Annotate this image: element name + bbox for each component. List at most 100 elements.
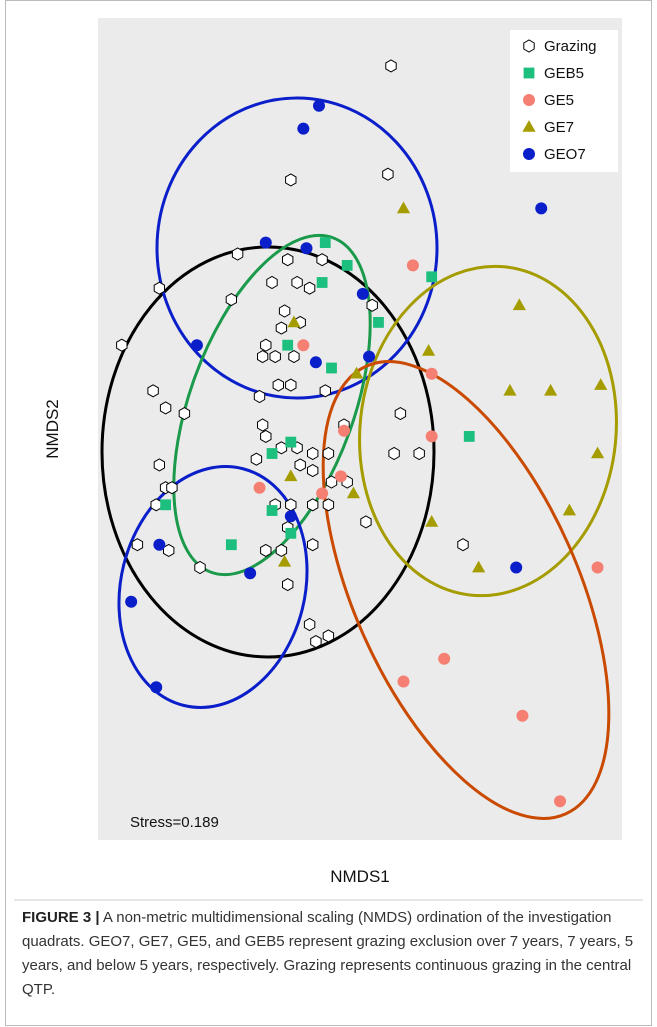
point: [312, 99, 325, 112]
point: [385, 59, 397, 73]
stress-annotation: Stress=0.189: [130, 814, 219, 831]
point: [253, 481, 266, 494]
point: [319, 384, 331, 398]
point: [153, 538, 166, 551]
point: [275, 543, 288, 557]
point: [231, 247, 244, 261]
y-axis-label: NMDS2: [43, 399, 62, 459]
point: [307, 464, 319, 478]
point: [300, 242, 313, 255]
point: [388, 446, 400, 461]
point: [116, 338, 128, 352]
legend-marker: [522, 120, 536, 132]
point: [373, 317, 384, 328]
point: [275, 441, 288, 455]
legend-marker: [523, 67, 535, 79]
point: [269, 350, 281, 364]
point: [178, 407, 191, 421]
legend: Grazing GEB5 GE5 GE7 GEO7: [522, 38, 597, 163]
point: [278, 304, 291, 318]
point: [535, 202, 548, 215]
point: [260, 543, 272, 557]
point: [284, 469, 298, 482]
point: [297, 122, 310, 135]
point: [272, 378, 284, 392]
point: [150, 681, 163, 694]
point: [425, 367, 438, 380]
point: [322, 446, 335, 461]
point: [250, 452, 263, 466]
point: [406, 259, 419, 272]
point: [257, 418, 269, 432]
point: [225, 293, 237, 307]
point: [421, 344, 436, 356]
point: [457, 538, 469, 552]
point: [131, 538, 144, 552]
figure-border: [5, 0, 652, 1026]
points: [116, 59, 608, 808]
point: [562, 503, 577, 516]
point: [282, 578, 294, 592]
point: [326, 362, 337, 374]
point: [319, 237, 331, 248]
point: [307, 538, 319, 552]
point: [287, 315, 301, 328]
point: [194, 560, 206, 575]
point: [153, 281, 165, 295]
point: [346, 486, 361, 499]
point: [503, 383, 517, 396]
caption-text: A non-metric multidimensional scaling (N…: [22, 909, 634, 998]
point: [150, 498, 162, 512]
point: [516, 709, 529, 722]
ellipse-geo7-small: [117, 465, 309, 709]
point: [125, 595, 138, 608]
point: [259, 236, 272, 249]
point: [310, 635, 322, 649]
point: [253, 389, 266, 404]
point: [594, 378, 608, 390]
point: [285, 436, 297, 448]
point: [285, 498, 297, 512]
point: [284, 510, 297, 523]
point: [159, 401, 172, 415]
point: [307, 498, 319, 512]
point: [166, 481, 178, 495]
point: [438, 652, 451, 665]
point: [510, 561, 523, 574]
point: [394, 407, 407, 421]
caption-label: FIGURE 3 |: [22, 909, 100, 926]
point: [291, 275, 303, 290]
ellipse-geo7: [155, 96, 439, 400]
point: [591, 561, 604, 574]
point: [266, 505, 278, 516]
point: [225, 539, 237, 551]
point: [260, 338, 272, 352]
point: [285, 173, 297, 187]
point: [425, 430, 438, 443]
point: [297, 339, 310, 352]
legend-label: GEO7: [544, 146, 586, 163]
point: [341, 259, 353, 271]
point: [590, 446, 605, 459]
point: [338, 424, 351, 437]
caption: FIGURE 3 | A non-metric multidimensional…: [22, 906, 637, 1002]
point: [266, 275, 278, 290]
point: [316, 487, 329, 500]
point: [285, 527, 297, 539]
legend-label: GEB5: [544, 65, 584, 82]
point: [360, 515, 372, 529]
legend-label: GE7: [544, 119, 574, 136]
point: [396, 201, 411, 214]
point: [257, 350, 269, 364]
point: [275, 321, 288, 335]
point: [153, 458, 165, 472]
legend-marker: [523, 148, 535, 160]
point: [294, 458, 306, 472]
point: [285, 378, 297, 392]
point: [425, 515, 439, 527]
legend-marker: [523, 94, 535, 106]
point: [413, 446, 425, 461]
point: [307, 446, 319, 461]
